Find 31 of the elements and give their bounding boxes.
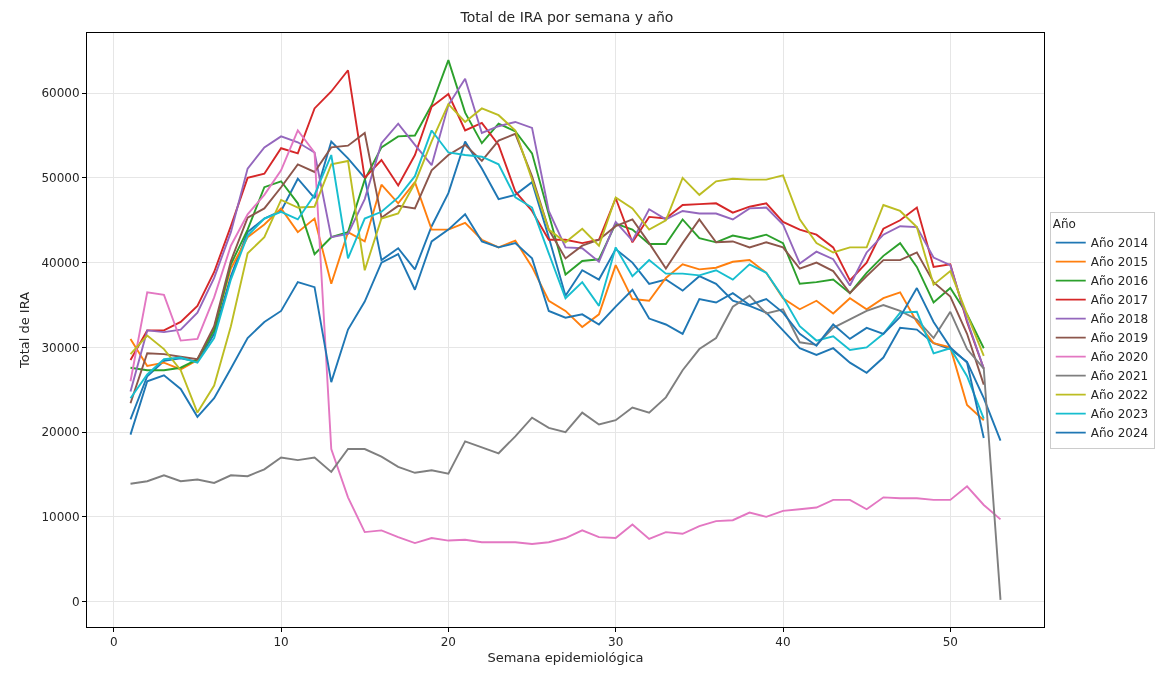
y-tick-label: 10000 xyxy=(41,510,80,525)
line-series xyxy=(129,129,1002,545)
legend-label: Año 2016 xyxy=(1090,274,1149,289)
legend-label: Año 2020 xyxy=(1090,350,1149,365)
x-tick-label: 20 xyxy=(440,635,457,650)
legend-title: Año xyxy=(1052,217,1076,232)
x-tick-label: 30 xyxy=(608,635,624,650)
line-series xyxy=(129,294,1002,601)
y-tick-label: 30000 xyxy=(41,340,80,355)
x-tick-label: 40 xyxy=(775,635,791,650)
legend-label: Año 2024 xyxy=(1090,426,1149,441)
y-tick-label: 60000 xyxy=(41,86,80,101)
y-tick-label: 40000 xyxy=(41,255,80,270)
x-tick-label: 50 xyxy=(942,635,958,650)
y-axis-title: Total de IRA xyxy=(17,291,33,370)
y-tick-label: 50000 xyxy=(41,171,80,186)
legend-label: Año 2019 xyxy=(1090,331,1149,346)
x-tick-label: 0 xyxy=(109,635,118,650)
legend-label: Año 2022 xyxy=(1090,388,1149,403)
chart-title: Total de IRA por semana y año xyxy=(459,8,674,25)
legend-label: Año 2015 xyxy=(1090,255,1149,270)
legend-label: Año 2014 xyxy=(1090,236,1149,251)
legend-label: Año 2021 xyxy=(1090,369,1149,384)
legend-label: Año 2023 xyxy=(1090,407,1149,422)
legend-label: Año 2017 xyxy=(1090,293,1149,308)
x-axis-title: Semana epidemiológica xyxy=(487,650,644,665)
y-tick-label: 0 xyxy=(71,594,80,609)
x-tick-label: 10 xyxy=(273,635,289,650)
line-series xyxy=(129,181,985,422)
legend-label: Año 2018 xyxy=(1090,312,1149,327)
y-tick-label: 20000 xyxy=(41,425,80,440)
